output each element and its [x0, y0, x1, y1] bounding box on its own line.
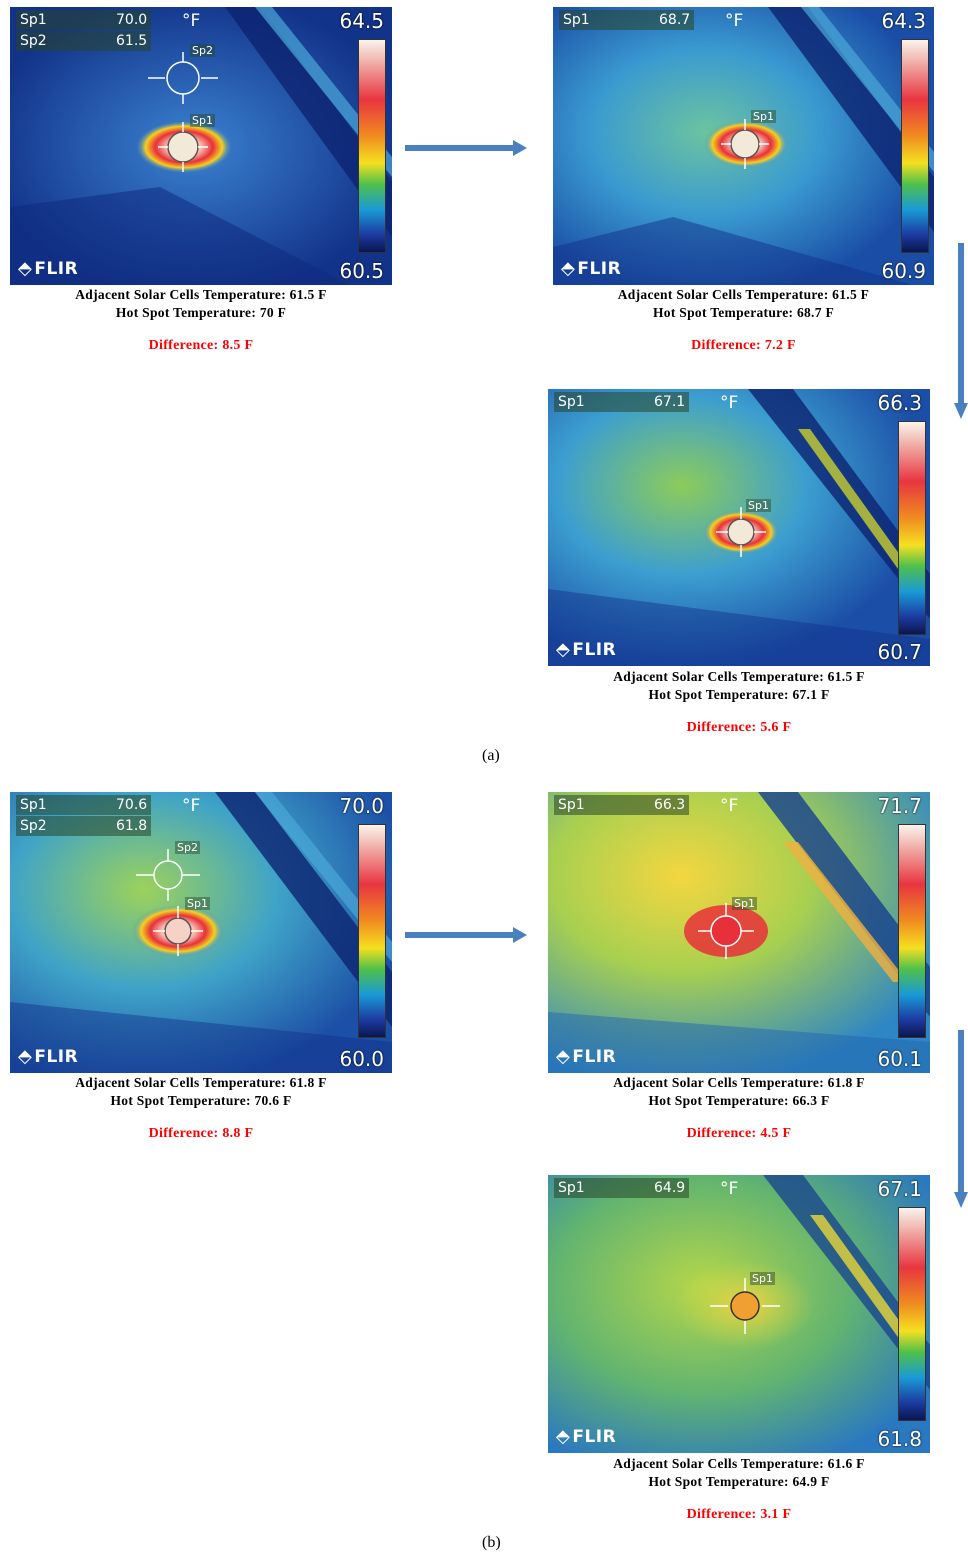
caption-a2: Adjacent Solar Cells Temperature: 61.5 F… — [553, 286, 934, 322]
color-scale-bar — [358, 39, 386, 253]
scale-min: 61.8 — [877, 1427, 922, 1451]
spot-tag: Sp1 — [750, 1272, 775, 1285]
thermal-background — [10, 7, 392, 285]
difference-a3: Difference: 5.6 F — [686, 720, 792, 735]
right-arrow-icon — [405, 927, 527, 943]
flir-logo-icon: ⬘ FLIR — [556, 1426, 617, 1447]
thermal-image-a3: Sp1 67.1 °F 66.3 60.7 ⬘ FLIR Sp1 — [548, 389, 930, 666]
spot-tag: Sp2 — [190, 44, 215, 57]
color-scale-bar — [901, 39, 929, 253]
spot-readout-2: Sp2 61.5 — [16, 31, 152, 51]
caption-b3: Adjacent Solar Cells Temperature: 61.6 F… — [548, 1455, 930, 1491]
thermal-background — [548, 1175, 930, 1453]
thermal-image-a1: Sp1 70.0 Sp2 61.5 °F 64.5 60.5 ⬘ FLIR Sp2 S… — [10, 7, 392, 285]
right-arrow-icon — [405, 140, 527, 156]
spot-tag: Sp1 — [185, 897, 210, 910]
caption-a3: Adjacent Solar Cells Temperature: 61.5 F… — [548, 668, 930, 704]
caption-a1: Adjacent Solar Cells Temperature: 61.5 F… — [10, 286, 392, 322]
hotspot-temp: Hot Spot Temperature: 66.3 F — [648, 1093, 830, 1108]
thermal-image-b3: Sp1 64.9 °F 67.1 61.8 ⬘ FLIR Sp1 — [548, 1175, 930, 1453]
spot-readout-1: Sp1 70.6 — [16, 795, 152, 815]
spot-readout-2: Sp2 61.8 — [16, 816, 152, 836]
scale-max: 71.7 — [877, 794, 922, 818]
unit-label: °F — [720, 1179, 739, 1199]
hotspot-temp: Hot Spot Temperature: 68.7 F — [652, 305, 835, 320]
flir-logo-icon: ⬘ FLIR — [556, 1046, 617, 1067]
spot-tag: Sp2 — [175, 841, 200, 854]
thermal-image-a2: Sp1 68.7 °F 64.3 60.9 ⬘ FLIR Sp1 — [553, 7, 934, 285]
flir-logo-icon: ⬘ FLIR — [561, 258, 622, 279]
scale-min: 60.9 — [881, 259, 926, 283]
spot-readout-1: Sp1 70.0 — [16, 10, 152, 30]
difference-a1: Difference: 8.5 F — [148, 338, 254, 353]
color-scale-bar — [898, 421, 926, 635]
color-scale-bar — [358, 824, 386, 1038]
scale-min: 60.0 — [339, 1047, 384, 1071]
panel-label-a: (a) — [482, 747, 500, 764]
hotspot-temp: Hot Spot Temperature: 70.6 F — [110, 1093, 292, 1108]
caption-b2: Adjacent Solar Cells Temperature: 61.8 F… — [548, 1074, 930, 1110]
scale-max: 67.1 — [877, 1177, 922, 1201]
down-arrow-icon — [954, 1030, 968, 1208]
scale-max: 64.3 — [881, 9, 926, 33]
scale-max: 64.5 — [339, 9, 384, 33]
thermal-background — [548, 792, 930, 1073]
difference-a2: Difference: 7.2 F — [691, 338, 796, 353]
scale-max: 70.0 — [339, 794, 384, 818]
unit-label: °F — [182, 796, 201, 816]
adjacent-temp: Adjacent Solar Cells Temperature: 61.8 F — [75, 1075, 327, 1090]
difference-b1: Difference: 8.8 F — [148, 1126, 254, 1141]
unit-label: °F — [182, 11, 201, 31]
panel-label-b: (b) — [482, 1534, 501, 1551]
difference-b2: Difference: 4.5 F — [686, 1126, 792, 1141]
hotspot-temp: Hot Spot Temperature: 67.1 F — [648, 687, 830, 702]
spot-readout-1: Sp1 66.3 — [554, 795, 690, 815]
hotspot-temp: Hot Spot Temperature: 64.9 F — [648, 1474, 830, 1489]
thermal-background — [548, 389, 930, 666]
difference-b3: Difference: 3.1 F — [686, 1507, 792, 1522]
unit-label: °F — [720, 393, 739, 413]
thermal-image-b2: Sp1 66.3 °F 71.7 60.1 ⬘ FLIR Sp1 — [548, 792, 930, 1073]
thermal-background — [553, 7, 934, 285]
caption-b1: Adjacent Solar Cells Temperature: 61.8 F… — [10, 1074, 392, 1110]
flir-logo-icon: ⬘ FLIR — [18, 1046, 79, 1067]
color-scale-bar — [898, 824, 926, 1038]
spot-tag: Sp1 — [746, 499, 771, 512]
spot-tag: Sp1 — [190, 114, 215, 127]
adjacent-temp: Adjacent Solar Cells Temperature: 61.5 F — [613, 669, 865, 684]
flir-logo-icon: ⬘ FLIR — [18, 258, 79, 279]
adjacent-temp: Adjacent Solar Cells Temperature: 61.5 F — [617, 287, 870, 302]
hotspot-temp: Hot Spot Temperature: 70 F — [115, 305, 287, 320]
scale-min: 60.1 — [877, 1047, 922, 1071]
adjacent-temp: Adjacent Solar Cells Temperature: 61.5 F — [75, 287, 327, 302]
spot-readout-1: Sp1 64.9 — [554, 1178, 690, 1198]
thermal-image-b1: Sp1 70.6 Sp2 61.8 °F 70.0 60.0 ⬘ FLIR Sp2 S… — [10, 792, 392, 1073]
spot-readout-1: Sp1 68.7 — [559, 10, 695, 30]
spot-tag: Sp1 — [751, 110, 776, 123]
down-arrow-icon — [954, 243, 968, 419]
unit-label: °F — [720, 796, 739, 816]
scale-min: 60.5 — [339, 259, 384, 283]
spot-readout-1: Sp1 67.1 — [554, 392, 690, 412]
adjacent-temp: Adjacent Solar Cells Temperature: 61.6 F — [613, 1456, 865, 1471]
color-scale-bar — [898, 1207, 926, 1421]
adjacent-temp: Adjacent Solar Cells Temperature: 61.8 F — [613, 1075, 865, 1090]
spot-tag: Sp1 — [732, 897, 757, 910]
unit-label: °F — [725, 11, 744, 31]
scale-min: 60.7 — [877, 640, 922, 664]
scale-max: 66.3 — [877, 391, 922, 415]
flir-logo-icon: ⬘ FLIR — [556, 639, 617, 660]
